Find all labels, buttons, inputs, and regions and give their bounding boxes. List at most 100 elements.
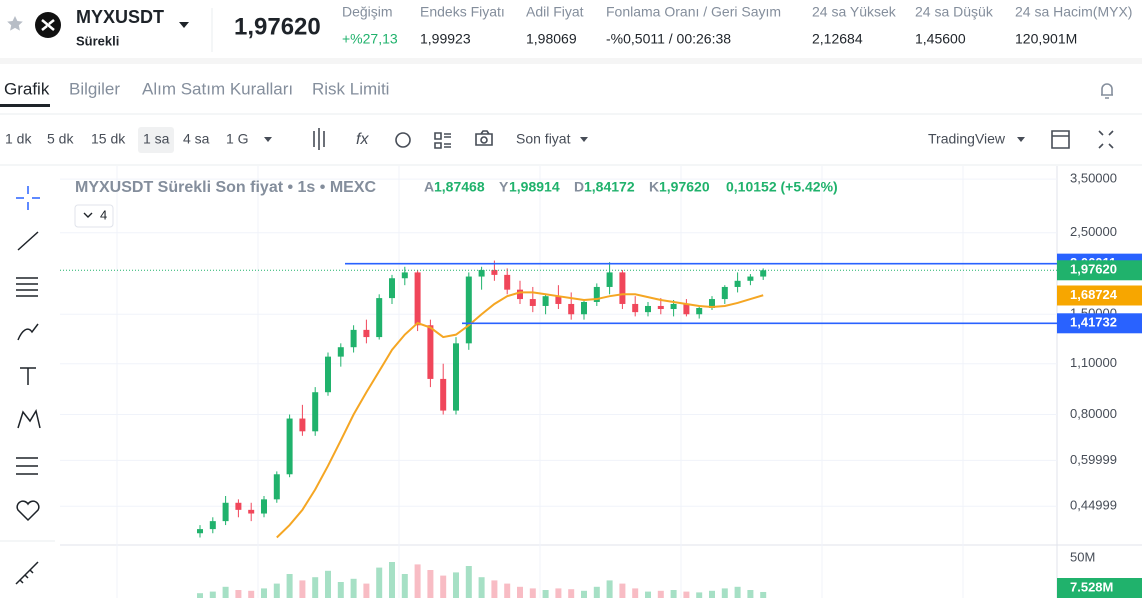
- candle-body: [683, 303, 690, 315]
- volume-bar: [632, 588, 639, 598]
- volume-bar: [568, 589, 575, 598]
- volume-tick-label: 50M: [1070, 549, 1095, 564]
- text-tool[interactable]: [20, 367, 36, 385]
- indicator-count: 4: [100, 207, 107, 222]
- fx-icon[interactable]: fx: [356, 131, 369, 148]
- volume-bar: [222, 586, 229, 598]
- volume-bar: [734, 586, 741, 598]
- crosshair-tool[interactable]: [16, 186, 40, 210]
- candle-body: [542, 296, 549, 306]
- interval-dropdown[interactable]: [264, 137, 272, 142]
- chart-legend-title: MYXUSDT Sürekli Son fiyat • 1s • MEXC: [75, 179, 376, 196]
- candle-body: [529, 299, 536, 306]
- volume-bar: [593, 586, 600, 598]
- volume-bar: [197, 593, 203, 598]
- volume-bar: [747, 590, 754, 598]
- candle-body: [248, 509, 255, 514]
- candle-body: [696, 307, 703, 315]
- candle-body: [453, 343, 459, 411]
- chart-type-dropdown[interactable]: [1017, 137, 1025, 142]
- template-icon[interactable]: [395, 132, 411, 148]
- tab[interactable]: Grafik: [4, 79, 50, 98]
- candle-body: [222, 502, 229, 522]
- symbol-dropdown[interactable]: [179, 22, 189, 28]
- trend-line-tool[interactable]: [17, 231, 39, 251]
- coin-logo-mark: [41, 19, 55, 31]
- volume-bar: [555, 588, 562, 598]
- candle-body: [606, 272, 613, 287]
- favorite-star[interactable]: [7, 16, 23, 31]
- candle-body: [632, 303, 639, 313]
- candle-icon[interactable]: [313, 128, 325, 150]
- chevron: [83, 212, 93, 218]
- candle-body: [261, 499, 267, 514]
- volume-badge-label: 7.528M: [1070, 579, 1113, 594]
- tab[interactable]: Alım Satım Kuralları: [142, 79, 293, 98]
- bell-icon[interactable]: [1101, 83, 1113, 99]
- candle-body: [350, 329, 357, 348]
- interval[interactable]: 1 G: [226, 131, 249, 147]
- price-badge: [1057, 313, 1142, 334]
- price-badge-label: 1,68724: [1070, 287, 1118, 302]
- interval-active: [138, 127, 174, 153]
- pattern-tool[interactable]: [17, 409, 41, 429]
- y-tick-label: 0,80000: [1070, 406, 1117, 421]
- symbol[interactable]: MYXUSDT: [76, 7, 164, 27]
- stat-value: 1,98069: [526, 31, 577, 47]
- fullscreen-icon[interactable]: [1098, 130, 1114, 149]
- y-tick-label: 0,44999: [1070, 498, 1117, 513]
- volume-badge: [1057, 578, 1142, 598]
- volume-bar: [389, 562, 395, 598]
- tab[interactable]: Risk Limiti: [312, 79, 389, 98]
- candle-body: [197, 529, 203, 534]
- layout-icon[interactable]: [434, 132, 451, 149]
- volume-bar: [209, 591, 216, 598]
- volume-bar: [542, 590, 549, 598]
- candle-body: [465, 276, 472, 344]
- camera-lens: [480, 136, 488, 144]
- stat-value: 2,12684: [812, 31, 863, 47]
- candle-body: [721, 286, 728, 300]
- volume-bar: [337, 582, 344, 598]
- stat-label: Fonlama Oranı / Geri Sayım: [606, 4, 781, 20]
- camera-icon[interactable]: [475, 130, 493, 146]
- chart-type-select[interactable]: TradingView: [928, 131, 1006, 147]
- legend-value: 1,98914: [509, 179, 560, 195]
- favorites-tool[interactable]: [16, 500, 40, 522]
- volume-bar: [401, 574, 408, 598]
- interval[interactable]: 5 dk: [47, 131, 74, 147]
- price-type-select[interactable]: Son fiyat: [516, 131, 571, 147]
- y-tick-label: 3,50000: [1070, 171, 1117, 186]
- volume-bar: [273, 583, 280, 598]
- candle-body: [504, 274, 511, 290]
- fib-tool[interactable]: [16, 277, 38, 297]
- ruler-tool[interactable]: [15, 561, 39, 585]
- volume-bar: [517, 586, 523, 598]
- indicator-toggle[interactable]: [74, 204, 114, 228]
- candle-body: [734, 280, 741, 287]
- y-tick-label: 0,59999: [1070, 452, 1117, 467]
- interval[interactable]: 15 dk: [91, 131, 126, 147]
- brush-tool[interactable]: [17, 323, 39, 341]
- candle-body: [517, 289, 523, 300]
- interval[interactable]: 1 sa: [143, 131, 170, 147]
- interval[interactable]: 4 sa: [183, 131, 210, 147]
- tab[interactable]: Bilgiler: [69, 79, 120, 98]
- volume-bar: [760, 591, 767, 598]
- candle-body: [440, 378, 447, 411]
- legend-key: Y: [499, 179, 509, 195]
- price-type-dropdown[interactable]: [580, 137, 588, 142]
- contract-type: Sürekli: [76, 33, 119, 48]
- interval[interactable]: 1 dk: [5, 131, 32, 147]
- window-icon[interactable]: [1051, 130, 1070, 149]
- volume-bar: [721, 588, 728, 598]
- legend-value: 1,87468: [434, 179, 485, 195]
- legend-value: 1,84172: [584, 179, 635, 195]
- candle-body: [478, 269, 485, 277]
- volume-bar: [325, 570, 331, 598]
- volume-bar: [376, 567, 383, 598]
- y-tick-label: 2,50000: [1070, 224, 1117, 239]
- prediction-tool[interactable]: [16, 457, 38, 475]
- volume-bar: [491, 580, 498, 598]
